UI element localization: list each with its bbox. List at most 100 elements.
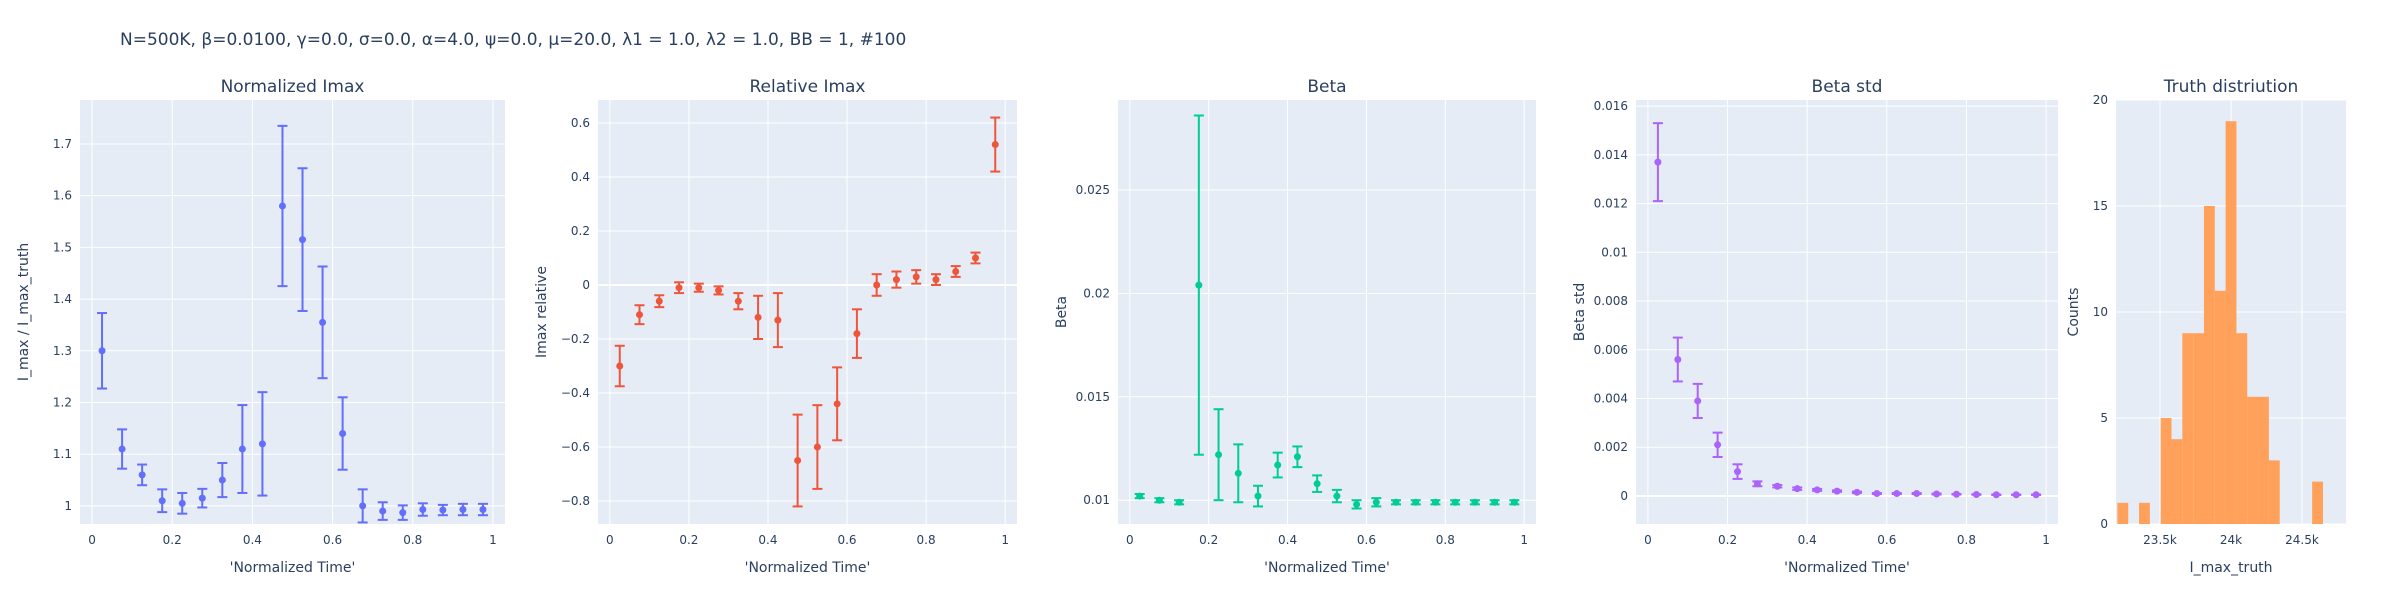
data-point[interactable] [1952, 490, 1960, 498]
data-point[interactable] [655, 297, 663, 305]
panel-relative-imax[interactable]: 0 0.2 0.4 0.6 0.8 1 −0.8 −0.6 −0.4 −0.2 0 0.2 0.4 0.6… [534, 77, 1017, 576]
histogram-bar[interactable] [2171, 439, 2183, 524]
histogram-bar[interactable] [2117, 502, 2129, 524]
data-point[interactable] [734, 297, 742, 305]
data-point[interactable] [1873, 490, 1881, 498]
histogram-bar[interactable] [2160, 418, 2172, 524]
data-point[interactable] [1793, 485, 1801, 493]
histogram-bar[interactable] [2236, 333, 2248, 524]
histogram-bar[interactable] [2312, 481, 2323, 524]
data-point[interactable] [892, 276, 900, 284]
data-point[interactable] [1155, 496, 1163, 504]
data-point[interactable] [1333, 492, 1341, 500]
histogram-bar[interactable] [2139, 502, 2150, 524]
data-point[interactable] [1293, 453, 1301, 461]
data-point[interactable] [1431, 498, 1439, 506]
data-point[interactable] [238, 445, 246, 453]
histogram-bar[interactable] [2214, 290, 2226, 524]
histogram-bar[interactable] [2203, 206, 2215, 524]
data-point[interactable] [419, 506, 427, 514]
data-point[interactable] [118, 445, 126, 453]
data-point[interactable] [1215, 451, 1223, 459]
panel-beta[interactable]: 0 0.2 0.4 0.6 0.8 1 0.01 0.015 0.02 0.025 Beta 'Nor… [1054, 77, 1536, 576]
data-point[interactable] [1234, 469, 1242, 477]
data-point[interactable] [1833, 487, 1841, 495]
data-point[interactable] [1913, 490, 1921, 498]
data-point[interactable] [138, 471, 146, 479]
data-point[interactable] [178, 499, 186, 507]
histogram-bar[interactable] [2193, 333, 2204, 524]
y-tick-label: 0 [1620, 489, 1628, 503]
data-point[interactable] [1491, 498, 1499, 506]
data-point[interactable] [1753, 480, 1761, 488]
histogram-bar[interactable] [2247, 396, 2259, 524]
data-point[interactable] [1392, 498, 1400, 506]
data-point[interactable] [715, 286, 723, 294]
data-point[interactable] [1734, 468, 1742, 476]
data-point[interactable] [1451, 498, 1459, 506]
data-point[interactable] [1372, 498, 1380, 506]
data-point[interactable] [1813, 486, 1821, 494]
data-point[interactable] [299, 236, 307, 244]
data-point[interactable] [1313, 480, 1321, 488]
data-point[interactable] [794, 457, 802, 465]
data-point[interactable] [399, 509, 407, 517]
data-point[interactable] [1853, 488, 1861, 496]
data-point[interactable] [1933, 490, 1941, 498]
data-point[interactable] [2012, 491, 2020, 499]
data-point[interactable] [616, 362, 624, 370]
data-point[interactable] [439, 506, 447, 514]
data-point[interactable] [1274, 461, 1282, 469]
data-point[interactable] [952, 267, 960, 275]
data-point[interactable] [971, 254, 979, 262]
data-point[interactable] [1674, 356, 1682, 364]
data-point[interactable] [278, 202, 286, 210]
data-point[interactable] [1353, 500, 1361, 508]
data-point[interactable] [1893, 490, 1901, 498]
data-point[interactable] [1136, 492, 1144, 500]
histogram-bar[interactable] [2182, 333, 2194, 524]
data-point[interactable] [675, 284, 683, 292]
data-point[interactable] [774, 316, 782, 324]
data-point[interactable] [379, 507, 387, 515]
panel-beta-std[interactable]: 0 0.2 0.4 0.6 0.8 1 0 0.002 0.004 0.006 0.008 0.01 0… [1572, 77, 2058, 576]
data-point[interactable] [258, 440, 266, 448]
data-point[interactable] [479, 506, 487, 514]
data-point[interactable] [873, 281, 881, 289]
data-point[interactable] [319, 318, 327, 326]
data-point[interactable] [158, 497, 166, 505]
data-point[interactable] [1714, 441, 1722, 449]
panel-truth-distribution[interactable]: 23.5k 24k 24.5k 0 5 10 15 20 Truth distriution I_… [2066, 77, 2346, 576]
data-point[interactable] [912, 273, 920, 281]
data-point[interactable] [98, 347, 106, 355]
data-point[interactable] [1694, 397, 1702, 405]
data-point[interactable] [1471, 498, 1479, 506]
data-point[interactable] [1412, 498, 1420, 506]
data-point[interactable] [695, 284, 703, 292]
histogram-bar[interactable] [2258, 396, 2269, 524]
data-point[interactable] [813, 443, 821, 451]
data-point[interactable] [754, 313, 762, 321]
data-point[interactable] [991, 141, 999, 149]
data-point[interactable] [1195, 281, 1203, 289]
data-point[interactable] [359, 502, 367, 510]
data-point[interactable] [339, 430, 347, 438]
histogram-bar[interactable] [2225, 121, 2237, 524]
data-point[interactable] [1773, 482, 1781, 490]
data-point[interactable] [459, 506, 467, 514]
data-point[interactable] [853, 330, 861, 338]
data-point[interactable] [1972, 491, 1980, 499]
data-point[interactable] [1510, 498, 1518, 506]
data-point[interactable] [932, 276, 940, 284]
data-point[interactable] [833, 400, 841, 408]
data-point[interactable] [2032, 491, 2040, 499]
panel-normalized-imax[interactable]: 0 0.2 0.4 0.6 0.8 1 1 1.1 1.2 1.3 1.4 1.5 1.6 1.7 Norm… [16, 77, 505, 576]
histogram-bar[interactable] [2268, 460, 2280, 524]
data-point[interactable] [1254, 492, 1262, 500]
data-point[interactable] [1992, 491, 2000, 499]
data-point[interactable] [218, 476, 226, 484]
data-point[interactable] [1654, 158, 1662, 166]
data-point[interactable] [1175, 498, 1183, 506]
data-point[interactable] [198, 494, 206, 502]
data-point[interactable] [636, 311, 644, 319]
